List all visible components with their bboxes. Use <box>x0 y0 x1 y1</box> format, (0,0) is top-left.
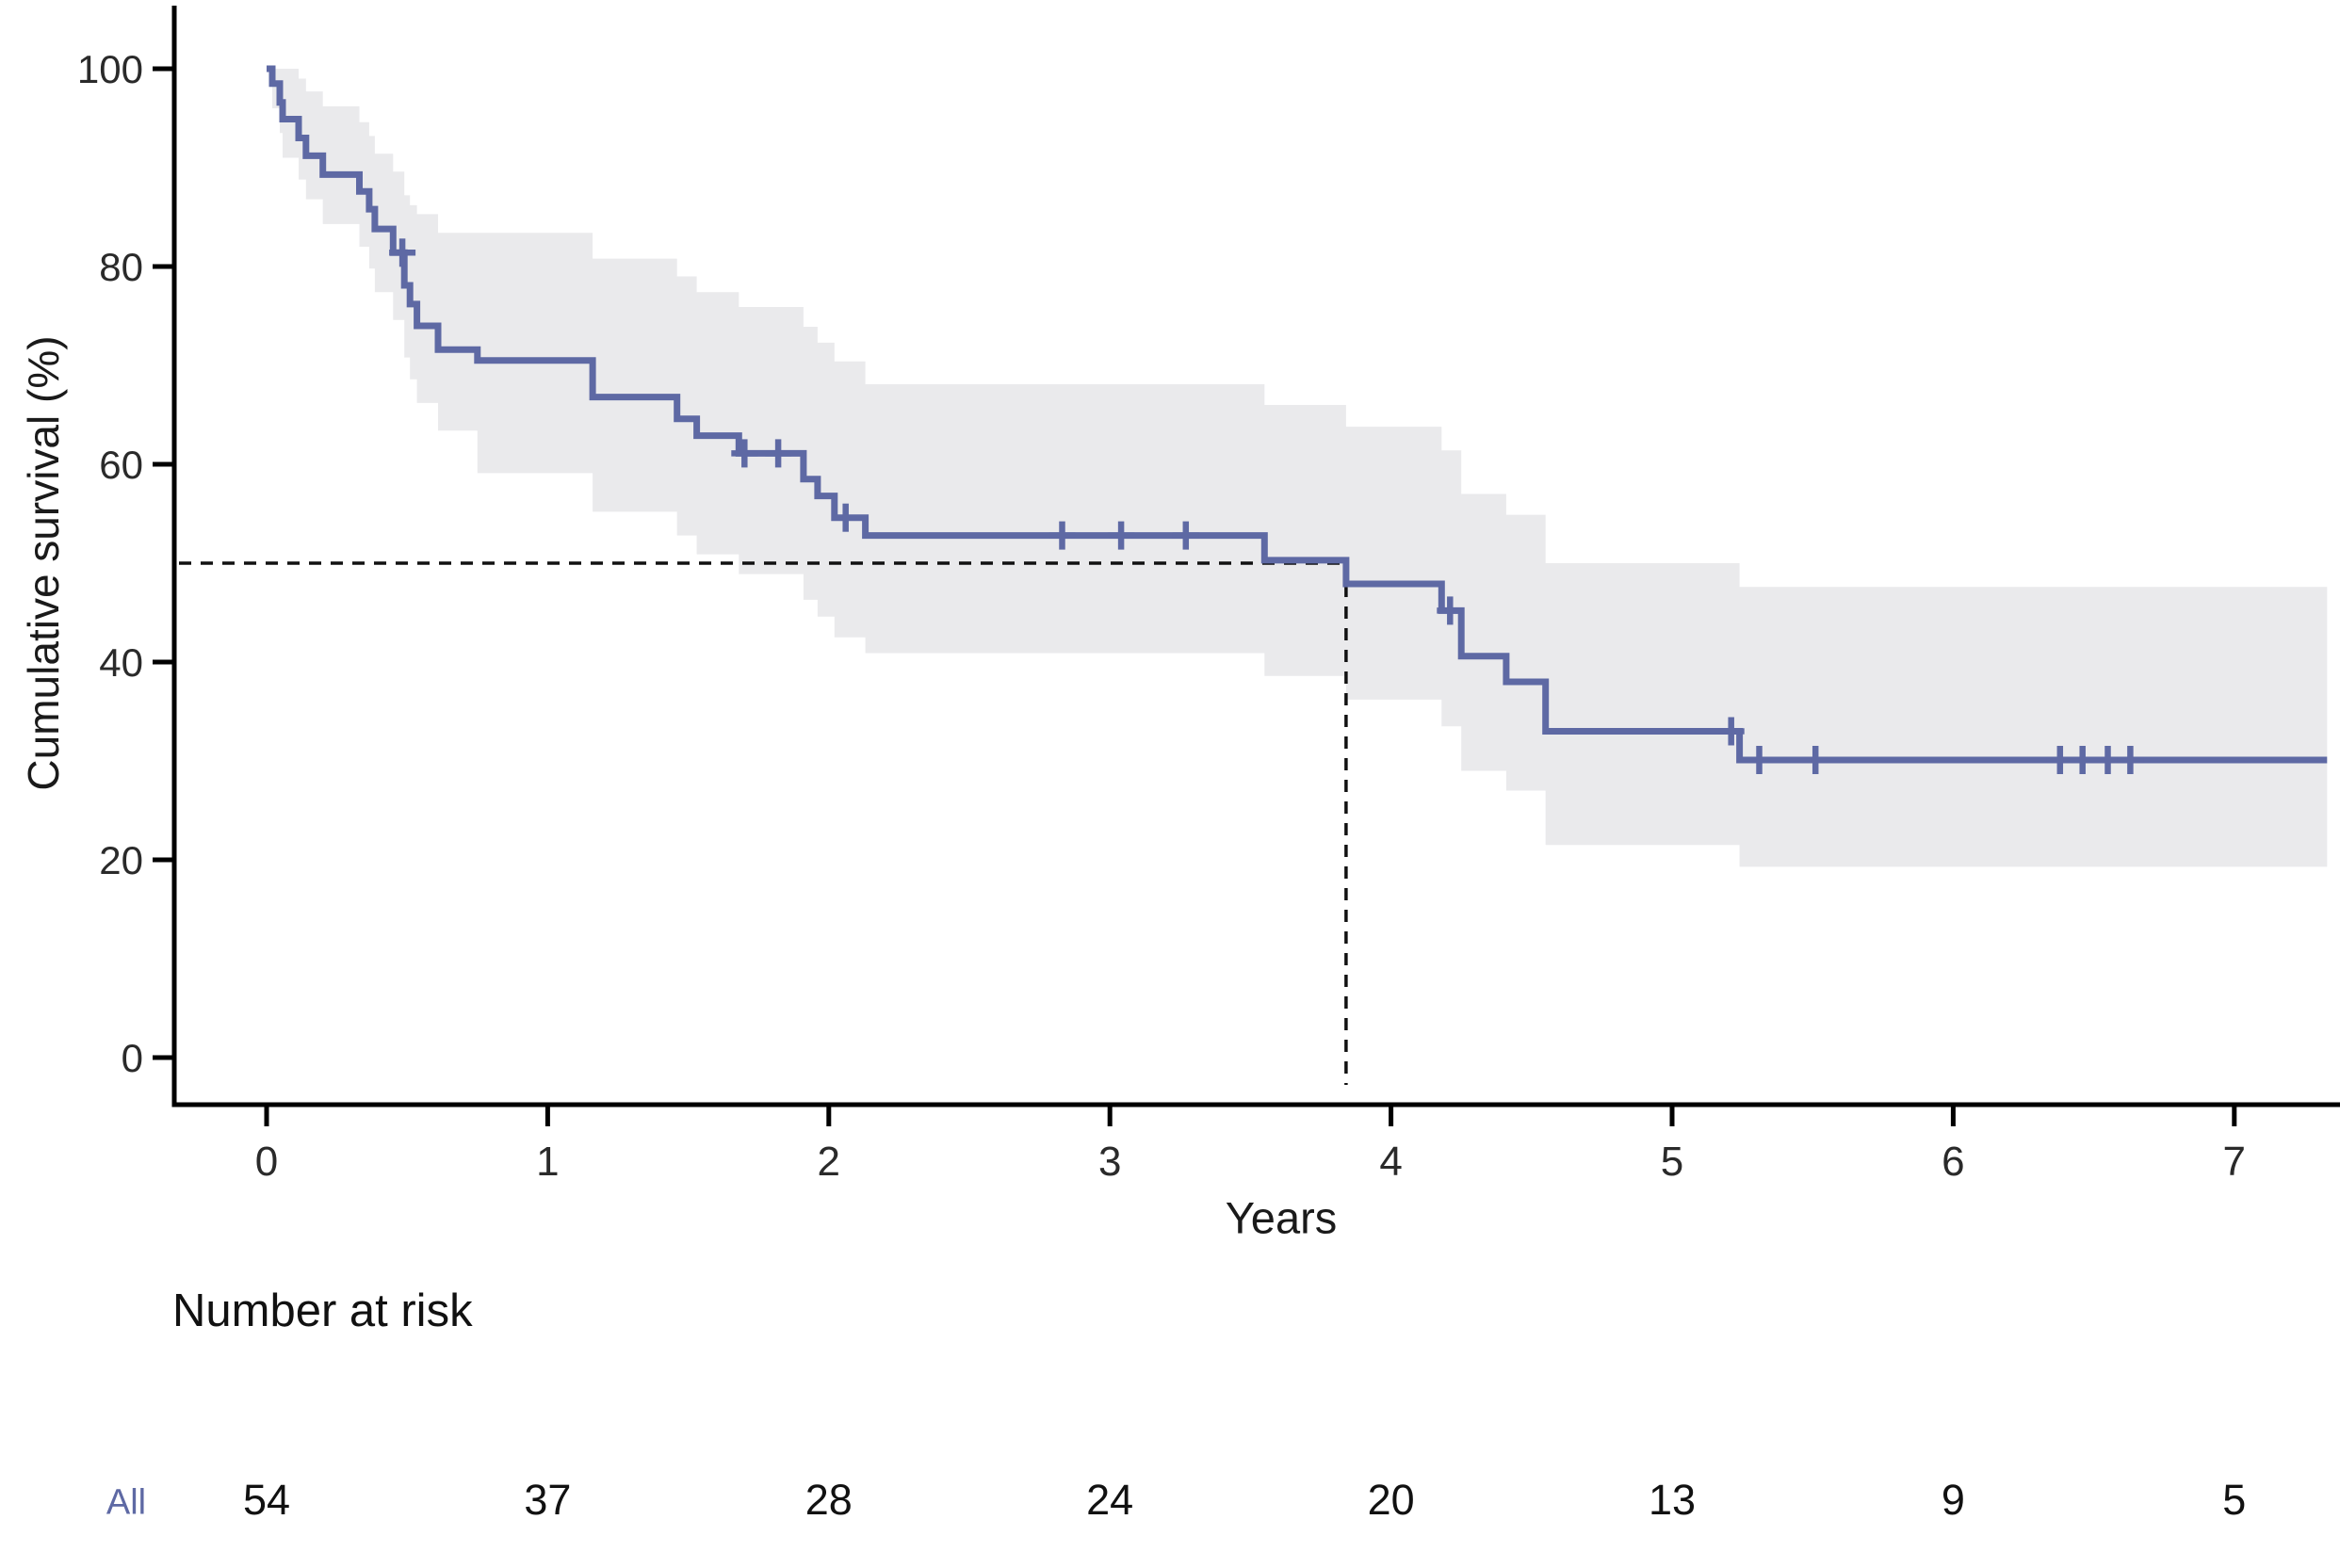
y-tick-label: 60 <box>99 443 143 487</box>
risk-count: 24 <box>1086 1476 1133 1524</box>
censor-mark <box>1437 596 1464 625</box>
censor-mark <box>1172 521 1199 550</box>
censor-mark <box>765 439 792 468</box>
censor-mark <box>1746 746 1773 774</box>
x-tick-label: 3 <box>1098 1139 1121 1185</box>
x-tick-label: 4 <box>1379 1139 1402 1185</box>
x-tick-label: 0 <box>255 1139 278 1185</box>
x-axis-title: Years <box>1225 1192 1338 1243</box>
censor-mark <box>1802 746 1829 774</box>
y-tick-label: 100 <box>77 47 143 91</box>
censor-mark <box>389 238 416 267</box>
x-tick-label: 2 <box>818 1139 840 1185</box>
risk-count: 13 <box>1649 1476 1696 1524</box>
censor-mark <box>1717 717 1745 746</box>
censor-mark <box>832 503 859 532</box>
x-tick-label: 6 <box>1942 1139 1964 1185</box>
censor-mark <box>2069 746 2096 774</box>
y-tick-label: 40 <box>99 640 143 685</box>
risk-count: 28 <box>805 1476 853 1524</box>
risk-count: 37 <box>524 1476 571 1524</box>
censor-mark <box>2094 746 2121 774</box>
censor-mark <box>2117 746 2144 774</box>
y-tick-label: 80 <box>99 245 143 289</box>
x-tick-label: 7 <box>2223 1139 2246 1185</box>
risk-count: 20 <box>1368 1476 1415 1524</box>
y-axis-title: Cumulative survival (%) <box>19 335 68 791</box>
censor-mark <box>1048 521 1076 550</box>
survival-curve <box>267 65 2328 764</box>
y-tick-label: 0 <box>122 1036 143 1080</box>
x-tick-label: 5 <box>1661 1139 1683 1185</box>
risk-count: 5 <box>2222 1476 2246 1524</box>
ci-band <box>267 69 2328 867</box>
censor-mark <box>2046 746 2073 774</box>
y-tick-label: 20 <box>99 838 143 882</box>
censor-mark <box>1108 521 1135 550</box>
risk-table-row-label: All <box>106 1482 147 1523</box>
risk-count: 54 <box>243 1476 290 1524</box>
risk-table-title: Number at risk <box>172 1285 473 1336</box>
x-tick-label: 1 <box>536 1139 559 1185</box>
censor-mark <box>731 439 758 468</box>
risk-count: 9 <box>1942 1476 1965 1524</box>
